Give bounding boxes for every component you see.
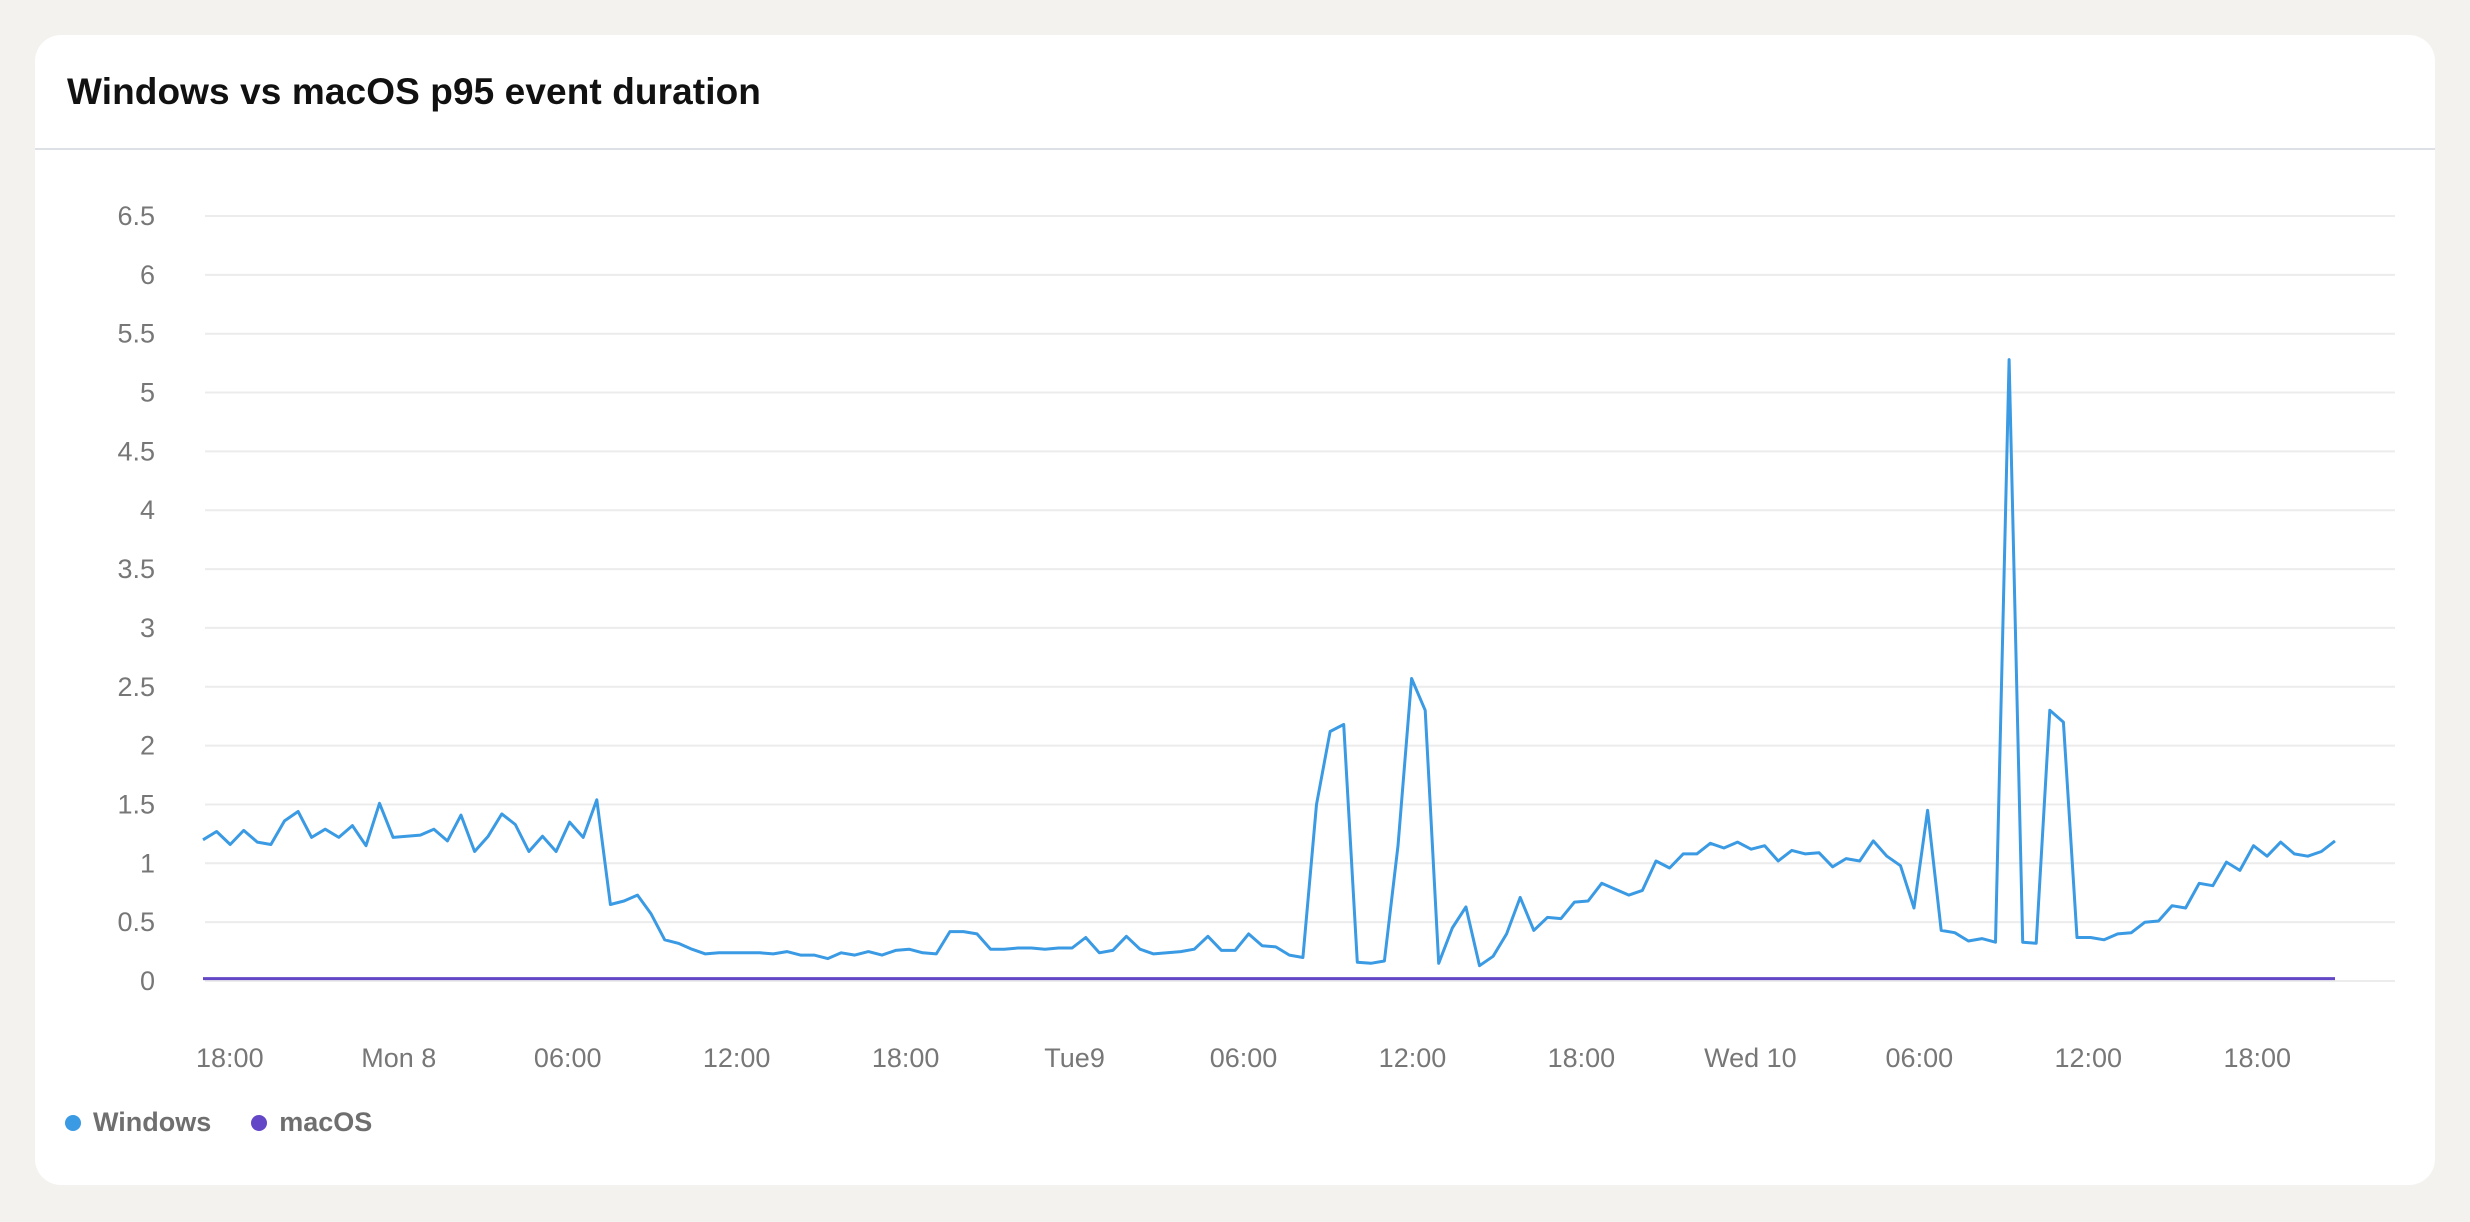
y-tick-label: 2 [140,731,155,761]
y-tick-label: 6 [140,260,155,290]
card-header: Windows vs macOS p95 event duration [35,35,2435,150]
x-tick-label: 12:00 [703,1043,771,1073]
y-tick-label: 5.5 [117,319,155,349]
y-tick-label: 4.5 [117,436,155,466]
x-tick-label: 18:00 [2223,1043,2291,1073]
x-tick-label: Wed 10 [1704,1043,1797,1073]
y-tick-label: 1 [140,848,155,878]
x-tick-label: 06:00 [534,1043,602,1073]
y-tick-label: 6.5 [117,201,155,231]
line-chart: 0 0.5 1 1.5 2 2.5 3 3.5 4 4.5 5 5.5 6 6.5 18:00 Mon 8 0… [117,201,2395,1073]
x-tick-label: 06:00 [1886,1043,1954,1073]
y-tick-label: 0 [140,966,155,996]
chart-title: Windows vs macOS p95 event duration [67,70,761,112]
legend-label: macOS [279,1107,373,1137]
x-tick-label: Tue9 [1044,1043,1105,1073]
series-lines [202,358,2336,981]
legend-item-macos[interactable]: macOS [251,1107,372,1138]
legend-label: Windows [93,1107,212,1137]
x-tick-label: 18:00 [196,1043,264,1073]
x-tick-label: Mon 8 [361,1043,436,1073]
y-tick-label: 3.5 [117,554,155,584]
chart-legend: Windows macOS [65,1107,372,1138]
y-tick-label: 1.5 [117,789,155,819]
y-tick-label: 3 [140,613,155,643]
x-axis-ticks: 18:00 Mon 8 06:00 12:00 18:00 Tue9 06:00 12:00 1… [196,1043,2291,1073]
x-tick-label: 12:00 [1379,1043,1447,1073]
series-line-windows [202,358,2336,968]
legend-swatch [65,1114,81,1131]
y-tick-label: 4 [140,495,155,525]
legend-item-windows[interactable]: Windows [65,1107,211,1138]
legend-swatch [251,1114,268,1131]
x-tick-label: 06:00 [1210,1043,1278,1073]
y-axis-ticks: 0 0.5 1 1.5 2 2.5 3 3.5 4 4.5 5 5.5 6 6.5 [117,201,155,996]
x-tick-label: 18:00 [872,1043,940,1073]
y-tick-label: 5 [140,378,155,408]
x-tick-label: 12:00 [2054,1043,2122,1073]
y-tick-label: 0.5 [117,907,155,937]
chart-card: Windows vs macOS p95 event duration 0 0.5… [35,35,2435,1185]
x-tick-label: 18:00 [1548,1043,1616,1073]
y-tick-label: 2.5 [117,672,155,702]
grid-lines [205,215,2395,982]
